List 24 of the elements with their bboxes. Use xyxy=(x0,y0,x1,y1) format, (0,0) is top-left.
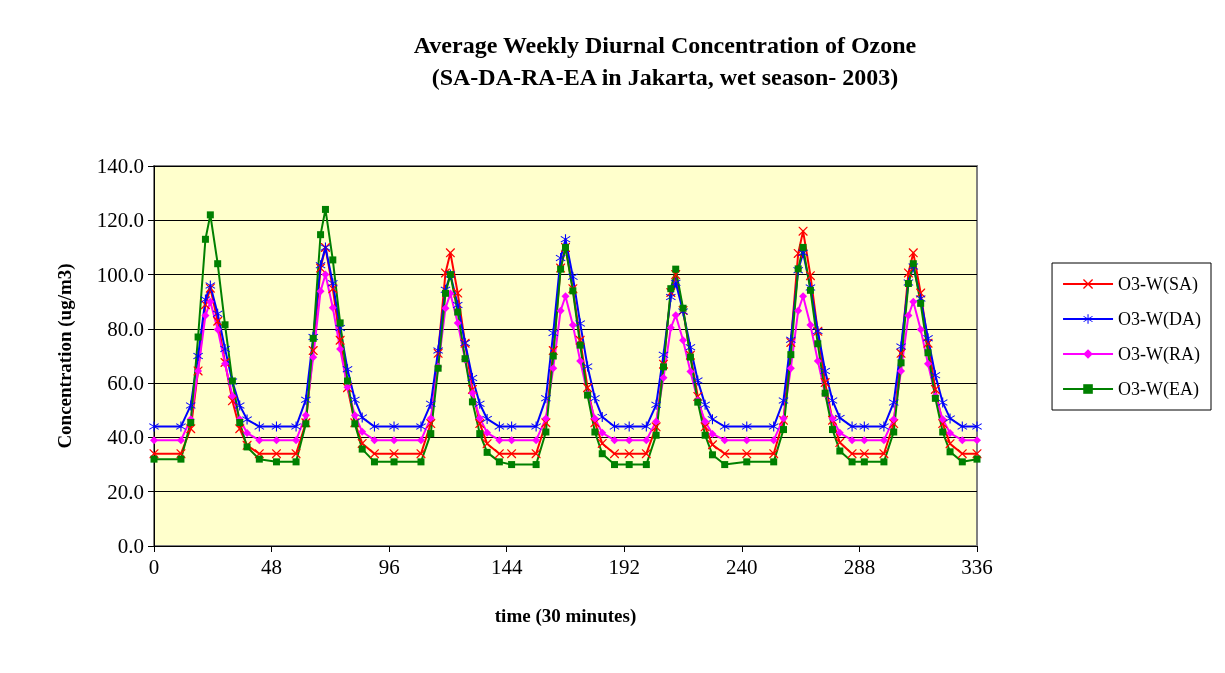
y-tick-label: 40.0 xyxy=(107,425,144,450)
chart-title: Average Weekly Diurnal Concentration of Ozone xyxy=(413,32,917,58)
y-tick-label: 80.0 xyxy=(107,316,144,341)
y-axis-title: Concentration (ug/m3) xyxy=(54,263,76,449)
x-tick-label: 288 xyxy=(843,554,876,579)
y-tick-label: 20.0 xyxy=(107,479,144,504)
legend-label: O3-W(DA) xyxy=(1118,309,1202,330)
x-tick-label: 240 xyxy=(726,554,758,579)
y-tick-label: 140.0 xyxy=(96,154,144,178)
x-tick-label: 0 xyxy=(148,554,160,579)
y-tick-label: 0.0 xyxy=(117,534,144,558)
x-axis-title: time (30 minutes) xyxy=(494,605,637,627)
legend-label: O3-W(RA) xyxy=(1118,344,1201,365)
x-tick-label: 48 xyxy=(261,554,283,579)
y-tick-label: 100.0 xyxy=(96,262,144,287)
chart-subtitle: (SA-DA-RA-EA in Jakarta, wet season- 2003) xyxy=(431,64,899,90)
x-tick-label: 144 xyxy=(490,554,523,579)
y-tick-label: 120.0 xyxy=(96,208,144,233)
x-tick-label: 96 xyxy=(378,554,400,579)
x-tick-label: 192 xyxy=(608,554,641,579)
legend-label: O3-W(SA) xyxy=(1118,274,1199,295)
x-tick-label: 336 xyxy=(961,554,993,579)
y-tick-label: 60.0 xyxy=(107,371,144,396)
legend-label: O3-W(EA) xyxy=(1118,379,1199,400)
